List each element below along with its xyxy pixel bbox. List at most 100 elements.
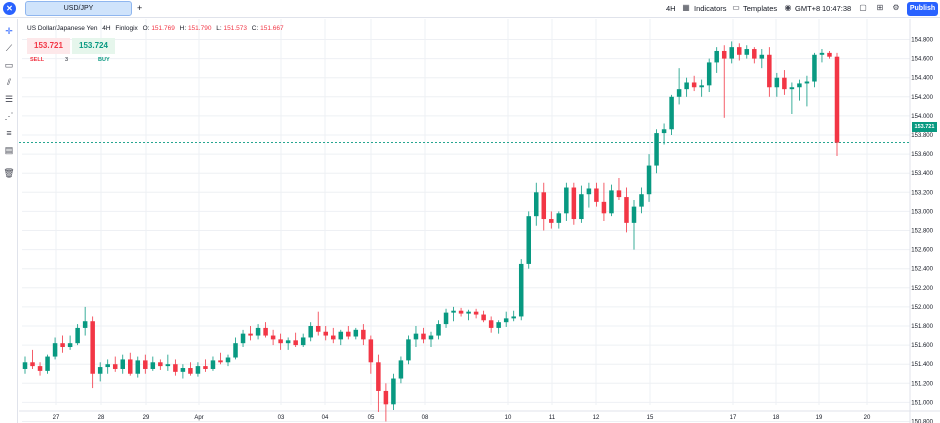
candle [737,43,742,61]
candle [248,326,253,341]
candle [82,306,88,336]
publish-button[interactable]: Publish [907,2,938,16]
candle-body [338,331,344,340]
buy-label[interactable]: BUY [98,57,110,63]
candle [52,337,58,360]
candle [579,185,584,223]
x-tick-label: 03 [278,415,285,421]
quantity-field[interactable]: 3 [65,57,69,63]
interval-button[interactable]: 4H [666,4,676,13]
candle-body [804,81,810,84]
candle [75,324,80,346]
candle [105,359,110,374]
candle-body [315,326,321,332]
candle-body [819,52,825,55]
y-tick-label: 152.000 [911,305,933,311]
candle-body [376,362,381,391]
candle-body [458,310,464,314]
candle-body [128,359,133,374]
candle-body [428,335,434,340]
chart-legend: US Dollar/Japanese Yen 4H Finlogix O: 15… [27,24,284,33]
chart-grid [19,19,940,423]
candle-body [331,335,336,340]
candle [661,123,667,145]
candle-body [361,329,366,340]
candle-body [210,360,216,369]
horizontal-lines-icon[interactable]: ☰ [4,94,14,104]
y-tick-label: 150.800 [911,420,933,423]
crosshair-icon[interactable]: ✛ [5,26,13,36]
x-tick-label: Apr [194,415,203,421]
candle-body [503,318,509,323]
legend-interval: 4H [102,25,111,32]
candle [255,324,261,340]
x-tick-label: 17 [730,415,737,421]
candle [691,75,697,92]
trend-line-icon[interactable]: ⟋ [5,43,13,53]
app-logo-icon[interactable]: ✕ [3,2,16,15]
indicators-button[interactable]: Indicators [694,4,727,13]
timezone-button[interactable]: GMT+8 [795,4,821,13]
indicators-icon[interactable]: ▦ [682,3,690,12]
candle-body [676,89,682,97]
candle-body [105,364,110,368]
candle-body [112,364,118,369]
candle [428,331,434,348]
layout-icon[interactable]: ▢ [859,3,867,12]
candle-body [571,187,577,220]
candle [120,354,125,374]
rectangle-icon[interactable]: ▭ [4,60,14,70]
settings-icon[interactable]: ⚙ [892,3,900,12]
price-chart[interactable]: 154.800 154.600 154.400 154.200 154.000 153.8… [19,19,940,423]
sell-label[interactable]: SELL [30,57,45,63]
candle [616,177,622,200]
candle [398,356,404,384]
grid-icon[interactable]: ⊞ [876,3,884,12]
globe-icon[interactable]: ◉ [784,3,792,12]
candle [188,362,193,376]
symbol-tab[interactable]: USD/JPY [25,1,132,16]
candle [37,362,43,376]
candle-body [661,129,667,134]
candle-body [323,331,328,336]
candle-body [684,82,689,90]
candle [782,70,787,95]
add-tab-button[interactable]: + [137,3,143,13]
legend-close-value: 151.667 [260,25,284,32]
candle [233,337,238,360]
buy-price-button[interactable]: 153.724 [72,38,115,54]
candle [511,310,516,322]
x-tick-label: 10 [505,415,512,421]
x-tick-label: 08 [422,415,429,421]
candle-body [496,322,501,328]
y-tick-label: 153.600 [911,152,933,158]
x-tick-label: 20 [864,415,871,421]
templates-icon[interactable]: ▭ [732,3,740,12]
candle [518,259,524,321]
note-icon[interactable]: ▤ [4,145,14,155]
candle-body [729,47,734,59]
candle [669,94,674,135]
candle [135,356,141,378]
sell-price-button[interactable]: 153.721 [27,38,70,54]
candle [767,47,772,97]
legend-low-value: 151.573 [223,25,247,32]
candle [218,352,223,365]
top-toolbar: ✕ USD/JPY + 4H ▦ Indicators ▭ Templates … [0,0,940,18]
y-tick-label: 153.400 [911,171,933,177]
x-tick-label: 12 [593,415,600,421]
trash-icon[interactable]: 🗑 [3,168,15,178]
candle-body [120,359,125,369]
ruler-icon[interactable]: ⫽ [6,77,11,87]
candle [353,327,359,340]
text-lines-icon[interactable]: ≡ [6,128,12,138]
fib-icon[interactable]: ⋰ [4,111,14,121]
candle [541,182,547,231]
candle [315,311,321,336]
candle-body [263,327,268,336]
candle-body [270,335,276,340]
candle-body [616,190,622,198]
candle [496,320,501,334]
templates-button[interactable]: Templates [743,4,778,13]
candle [488,316,494,333]
